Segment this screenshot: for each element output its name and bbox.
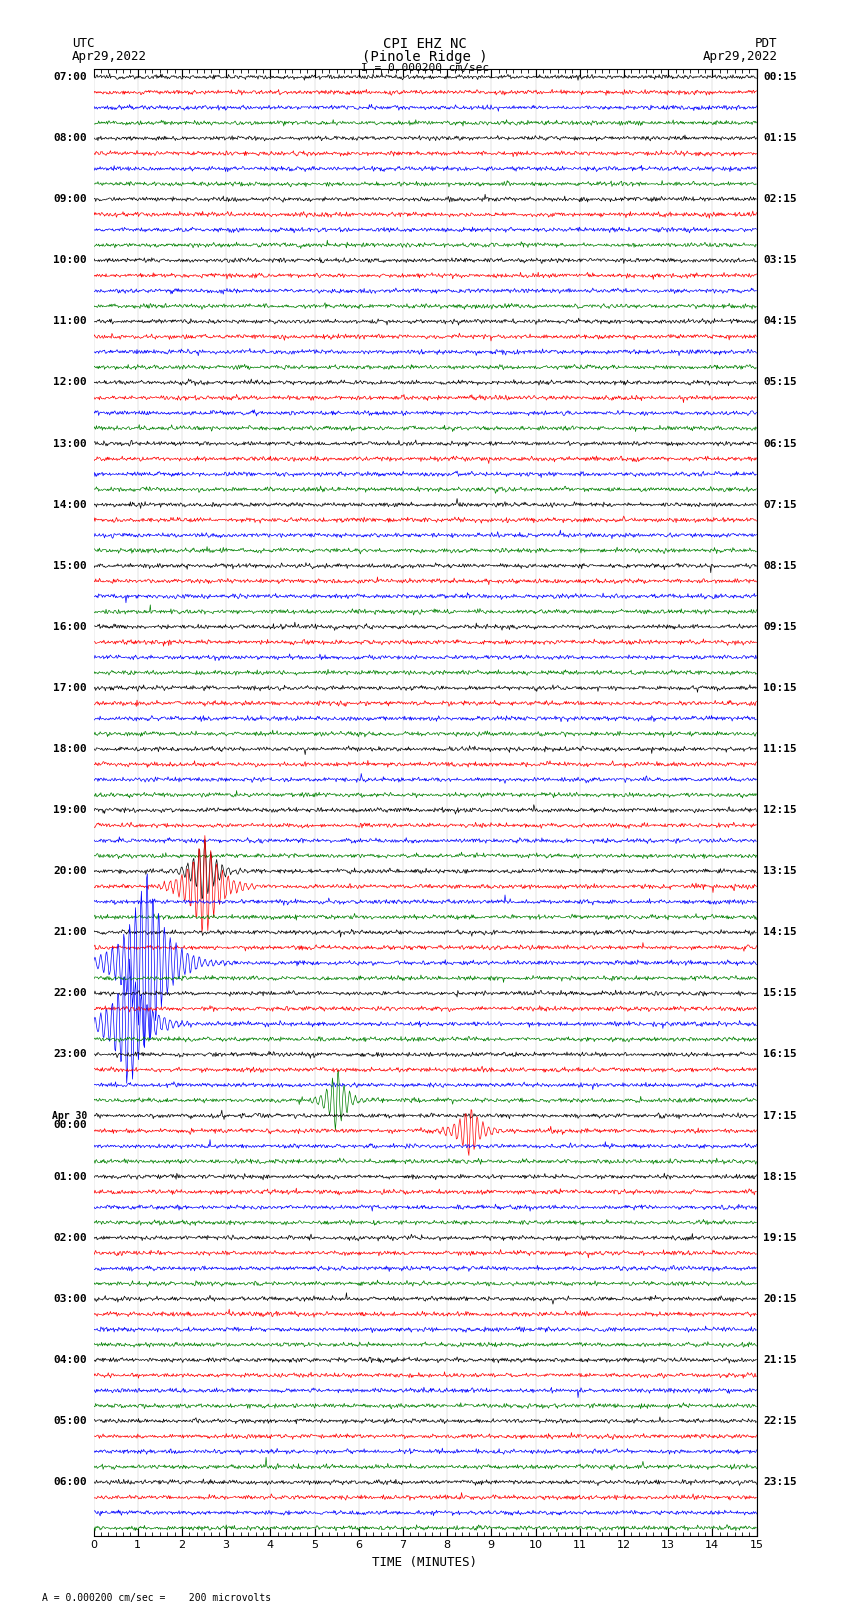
Text: 18:15: 18:15 xyxy=(763,1171,797,1182)
Text: 06:00: 06:00 xyxy=(53,1478,87,1487)
Text: 21:00: 21:00 xyxy=(53,927,87,937)
Text: PDT: PDT xyxy=(756,37,778,50)
Text: 13:00: 13:00 xyxy=(53,439,87,448)
Text: UTC: UTC xyxy=(72,37,94,50)
Text: 15:00: 15:00 xyxy=(53,561,87,571)
Text: 23:00: 23:00 xyxy=(53,1050,87,1060)
Text: I = 0.000200 cm/sec: I = 0.000200 cm/sec xyxy=(361,63,489,73)
Text: 08:15: 08:15 xyxy=(763,561,797,571)
Text: 22:15: 22:15 xyxy=(763,1416,797,1426)
Text: 14:00: 14:00 xyxy=(53,500,87,510)
Text: 09:15: 09:15 xyxy=(763,623,797,632)
Text: 16:15: 16:15 xyxy=(763,1050,797,1060)
Text: 06:15: 06:15 xyxy=(763,439,797,448)
Text: 05:15: 05:15 xyxy=(763,377,797,387)
Text: 03:00: 03:00 xyxy=(53,1294,87,1303)
Text: Apr29,2022: Apr29,2022 xyxy=(72,50,147,63)
Text: 02:15: 02:15 xyxy=(763,194,797,205)
Text: 04:00: 04:00 xyxy=(53,1355,87,1365)
Text: 05:00: 05:00 xyxy=(53,1416,87,1426)
Text: 17:00: 17:00 xyxy=(53,682,87,694)
Text: 20:15: 20:15 xyxy=(763,1294,797,1303)
Text: 01:15: 01:15 xyxy=(763,134,797,144)
Text: 07:00: 07:00 xyxy=(53,73,87,82)
Text: 19:15: 19:15 xyxy=(763,1232,797,1242)
Text: A = 0.000200 cm/sec =    200 microvolts: A = 0.000200 cm/sec = 200 microvolts xyxy=(42,1594,272,1603)
Text: 11:00: 11:00 xyxy=(53,316,87,326)
Text: 00:15: 00:15 xyxy=(763,73,797,82)
Text: 10:15: 10:15 xyxy=(763,682,797,694)
Text: 23:15: 23:15 xyxy=(763,1478,797,1487)
Text: 22:00: 22:00 xyxy=(53,989,87,998)
Text: 10:00: 10:00 xyxy=(53,255,87,265)
Text: 16:00: 16:00 xyxy=(53,623,87,632)
Text: 12:15: 12:15 xyxy=(763,805,797,815)
Text: 20:00: 20:00 xyxy=(53,866,87,876)
Text: 02:00: 02:00 xyxy=(53,1232,87,1242)
Text: 12:00: 12:00 xyxy=(53,377,87,387)
Text: 15:15: 15:15 xyxy=(763,989,797,998)
Text: Apr29,2022: Apr29,2022 xyxy=(703,50,778,63)
Text: 00:00: 00:00 xyxy=(53,1119,87,1129)
Text: 03:15: 03:15 xyxy=(763,255,797,265)
X-axis label: TIME (MINUTES): TIME (MINUTES) xyxy=(372,1557,478,1569)
Text: 17:15: 17:15 xyxy=(763,1111,797,1121)
Text: 09:00: 09:00 xyxy=(53,194,87,205)
Text: 11:15: 11:15 xyxy=(763,744,797,753)
Text: 07:15: 07:15 xyxy=(763,500,797,510)
Text: 19:00: 19:00 xyxy=(53,805,87,815)
Text: 08:00: 08:00 xyxy=(53,134,87,144)
Text: 18:00: 18:00 xyxy=(53,744,87,753)
Text: 14:15: 14:15 xyxy=(763,927,797,937)
Text: 13:15: 13:15 xyxy=(763,866,797,876)
Text: 21:15: 21:15 xyxy=(763,1355,797,1365)
Text: CPI EHZ NC: CPI EHZ NC xyxy=(383,37,467,52)
Text: 01:00: 01:00 xyxy=(53,1171,87,1182)
Text: 04:15: 04:15 xyxy=(763,316,797,326)
Text: (Pinole Ridge ): (Pinole Ridge ) xyxy=(362,50,488,65)
Text: Apr 30: Apr 30 xyxy=(52,1111,87,1121)
